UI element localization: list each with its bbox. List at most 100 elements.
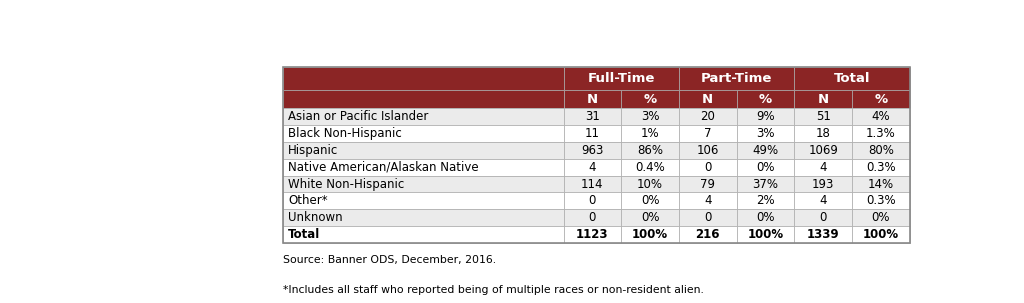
Text: 51: 51 xyxy=(816,110,830,123)
Text: 79: 79 xyxy=(700,178,716,191)
Text: 86%: 86% xyxy=(637,144,664,157)
Bar xyxy=(795,192,852,209)
Text: 3%: 3% xyxy=(756,127,775,140)
Bar xyxy=(283,108,563,125)
Bar xyxy=(283,176,563,192)
Bar xyxy=(283,67,909,243)
Bar xyxy=(679,176,736,192)
Text: 14%: 14% xyxy=(867,178,894,191)
Text: Total: Total xyxy=(834,72,870,85)
Bar xyxy=(736,142,795,159)
Text: 100%: 100% xyxy=(863,228,899,241)
Bar xyxy=(795,90,852,108)
Bar xyxy=(283,192,563,209)
Bar xyxy=(622,209,679,226)
Text: Source: Banner ODS, December, 2016.: Source: Banner ODS, December, 2016. xyxy=(283,255,496,265)
Bar xyxy=(283,159,563,176)
Text: Part-Time: Part-Time xyxy=(700,72,772,85)
Bar xyxy=(563,90,622,108)
Bar xyxy=(622,192,679,209)
Text: 80%: 80% xyxy=(868,144,894,157)
Bar xyxy=(852,142,909,159)
Bar xyxy=(795,159,852,176)
Text: %: % xyxy=(643,93,656,106)
Text: 0: 0 xyxy=(705,211,712,224)
Bar xyxy=(563,67,679,90)
Bar xyxy=(736,226,795,243)
Bar xyxy=(679,108,736,125)
Text: Total: Total xyxy=(289,228,321,241)
Bar xyxy=(852,192,909,209)
Bar xyxy=(283,67,563,90)
Bar xyxy=(679,192,736,209)
Text: 114: 114 xyxy=(582,178,603,191)
Bar xyxy=(563,142,622,159)
Text: 0: 0 xyxy=(589,211,596,224)
Text: 0: 0 xyxy=(819,211,826,224)
Text: 100%: 100% xyxy=(632,228,668,241)
Text: 0: 0 xyxy=(589,194,596,207)
Bar xyxy=(852,176,909,192)
Bar xyxy=(563,125,622,142)
Bar xyxy=(795,142,852,159)
Bar xyxy=(852,159,909,176)
Bar xyxy=(736,176,795,192)
Text: 3%: 3% xyxy=(641,110,659,123)
Bar xyxy=(622,226,679,243)
Bar xyxy=(622,142,679,159)
Text: 193: 193 xyxy=(812,178,835,191)
Text: 0.3%: 0.3% xyxy=(866,161,896,174)
Bar xyxy=(622,159,679,176)
Text: 963: 963 xyxy=(582,144,603,157)
Bar xyxy=(679,142,736,159)
Text: 9%: 9% xyxy=(756,110,775,123)
Text: N: N xyxy=(702,93,714,106)
Text: 4: 4 xyxy=(705,194,712,207)
Text: 4: 4 xyxy=(589,161,596,174)
Text: 4: 4 xyxy=(819,161,827,174)
Bar xyxy=(736,125,795,142)
Bar xyxy=(736,108,795,125)
Bar xyxy=(736,209,795,226)
Text: 106: 106 xyxy=(696,144,719,157)
Bar xyxy=(283,142,563,159)
Text: Other*: Other* xyxy=(289,194,328,207)
Bar xyxy=(283,226,563,243)
Text: Hispanic: Hispanic xyxy=(289,144,339,157)
Bar xyxy=(563,192,622,209)
Bar xyxy=(679,67,795,90)
Bar xyxy=(283,209,563,226)
Bar xyxy=(795,209,852,226)
Text: 100%: 100% xyxy=(748,228,783,241)
Text: 0%: 0% xyxy=(756,211,775,224)
Text: 18: 18 xyxy=(816,127,830,140)
Text: Full-Time: Full-Time xyxy=(588,72,655,85)
Bar xyxy=(622,108,679,125)
Bar xyxy=(736,192,795,209)
Text: 0: 0 xyxy=(705,161,712,174)
Text: 37%: 37% xyxy=(753,178,778,191)
Bar xyxy=(622,176,679,192)
Bar xyxy=(563,108,622,125)
Text: %: % xyxy=(759,93,772,106)
Text: 0%: 0% xyxy=(756,161,775,174)
Bar xyxy=(283,90,563,108)
Bar xyxy=(563,159,622,176)
Bar xyxy=(852,90,909,108)
Text: Unknown: Unknown xyxy=(289,211,343,224)
Bar xyxy=(679,209,736,226)
Text: 20: 20 xyxy=(700,110,715,123)
Bar xyxy=(622,90,679,108)
Text: 4%: 4% xyxy=(871,110,890,123)
Text: *Includes all staff who reported being of multiple races or non-resident alien.: *Includes all staff who reported being o… xyxy=(283,285,703,295)
Text: 11: 11 xyxy=(585,127,600,140)
Text: Asian or Pacific Islander: Asian or Pacific Islander xyxy=(289,110,429,123)
Bar xyxy=(563,226,622,243)
Text: 2%: 2% xyxy=(756,194,775,207)
Text: %: % xyxy=(874,93,888,106)
Text: 7: 7 xyxy=(705,127,712,140)
Bar xyxy=(622,125,679,142)
Bar xyxy=(283,125,563,142)
Text: 49%: 49% xyxy=(753,144,778,157)
Text: 4: 4 xyxy=(819,194,827,207)
